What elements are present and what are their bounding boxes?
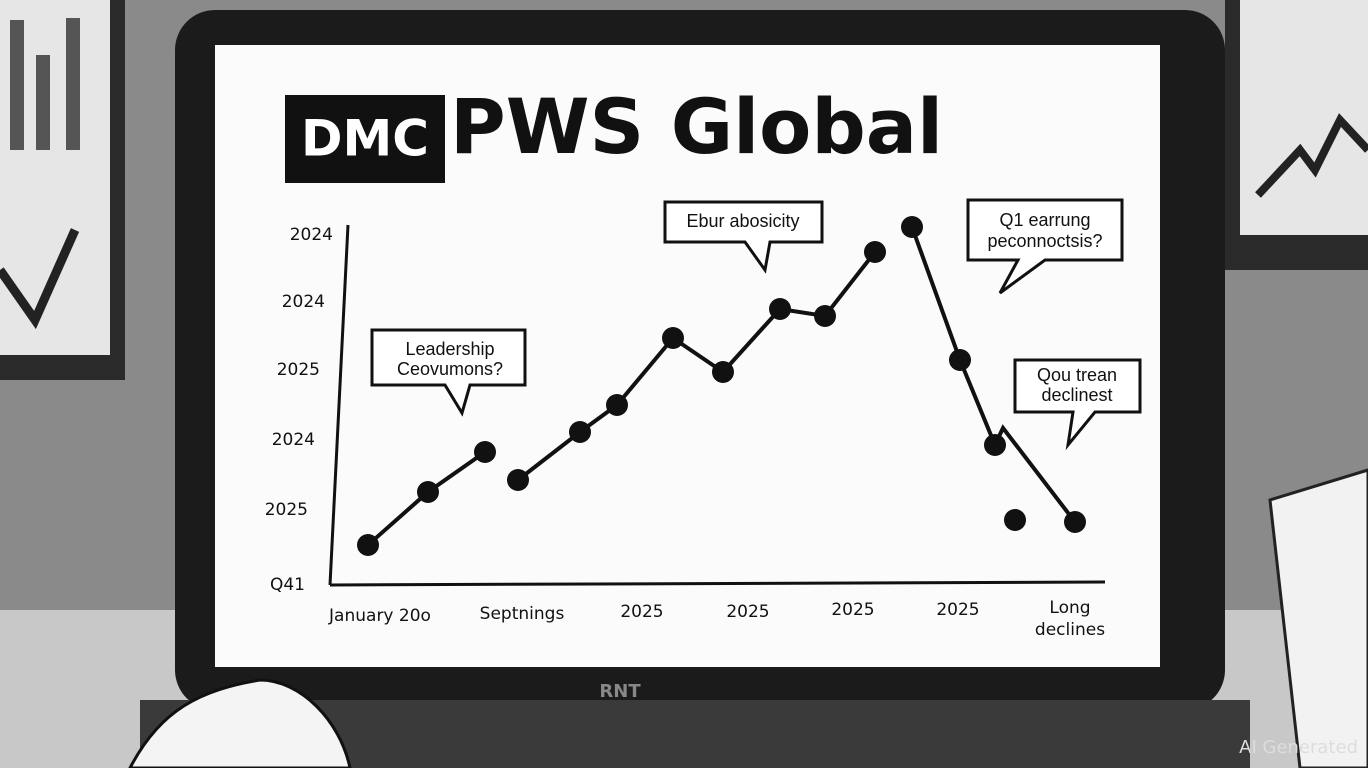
paper xyxy=(1268,468,1368,768)
y-label: 2024 xyxy=(290,225,333,245)
right-monitor-line xyxy=(1255,113,1368,198)
left-monitor-bars xyxy=(10,18,80,150)
left-monitor-arrow xyxy=(0,228,80,330)
y-label: 2025 xyxy=(277,360,320,380)
callout-text: Qou trean xyxy=(1037,365,1117,385)
callout-text: Leadership xyxy=(405,339,494,359)
callout-bubbles xyxy=(370,198,1142,451)
callout-text: declinest xyxy=(1041,385,1112,405)
x-label: 2025 xyxy=(831,600,874,620)
logo-box xyxy=(285,95,445,183)
title: PWS Global xyxy=(450,82,943,171)
laptop-brand: RNT xyxy=(599,681,641,702)
x-label: 2025 xyxy=(620,602,663,622)
callout-text: Q1 earrung xyxy=(999,210,1090,230)
right-monitor-screen xyxy=(1240,0,1368,235)
watermark: AI Generated xyxy=(1239,737,1358,758)
callout-text: peconnoctsis? xyxy=(987,231,1102,251)
callout-text: Ebur abosicity xyxy=(686,211,799,231)
y-label: 2024 xyxy=(282,292,325,312)
x-axis xyxy=(329,580,1106,587)
x-label: Septnings xyxy=(480,604,565,624)
y-axis xyxy=(328,224,350,586)
x-label: 2025 xyxy=(726,602,769,622)
x-label: January 20o xyxy=(328,606,431,626)
x-label: Long xyxy=(1049,598,1090,618)
y-label: 2025 xyxy=(265,500,308,520)
y-label: Q41 xyxy=(270,575,305,595)
x-label: 2025 xyxy=(936,600,979,620)
logo: DMC xyxy=(301,110,429,168)
chart-points xyxy=(357,216,1086,556)
callout-text: Ceovumons? xyxy=(397,359,503,379)
hand xyxy=(128,678,352,768)
y-label: 2024 xyxy=(272,430,315,450)
x-label: declines xyxy=(1035,620,1105,640)
